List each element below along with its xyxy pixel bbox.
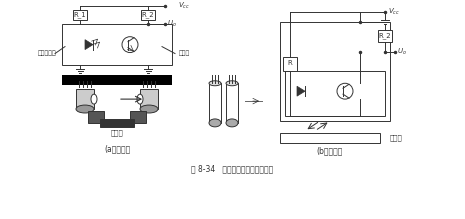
- Ellipse shape: [91, 94, 97, 104]
- Text: $U_o$: $U_o$: [167, 19, 177, 29]
- Bar: [378, 30, 392, 42]
- Bar: [62, 75, 172, 85]
- Text: R_1: R_1: [73, 12, 86, 18]
- Bar: [280, 133, 380, 143]
- Text: 发光二极管: 发光二极管: [38, 51, 57, 56]
- Text: (b）反射型: (b）反射型: [317, 146, 343, 155]
- Bar: [88, 111, 104, 123]
- Ellipse shape: [76, 105, 94, 113]
- Text: $V_{cc}$: $V_{cc}$: [178, 1, 190, 11]
- Ellipse shape: [209, 119, 221, 127]
- Ellipse shape: [137, 94, 143, 104]
- Text: 图 8-34   光遮断器工作原理说明图: 图 8-34 光遮断器工作原理说明图: [191, 164, 273, 173]
- Text: R_2: R_2: [379, 32, 392, 39]
- Ellipse shape: [209, 81, 221, 86]
- Circle shape: [337, 83, 353, 99]
- Text: 遮光体: 遮光体: [111, 129, 123, 136]
- Bar: [73, 10, 87, 20]
- Bar: [280, 22, 390, 121]
- Text: R: R: [288, 60, 292, 66]
- Bar: [226, 83, 238, 123]
- Bar: [130, 111, 146, 123]
- Bar: [76, 89, 94, 109]
- Bar: [100, 119, 134, 127]
- Text: $V_{cc}$: $V_{cc}$: [388, 7, 400, 17]
- Circle shape: [122, 37, 138, 53]
- Ellipse shape: [140, 105, 158, 113]
- Text: (a）对射型: (a）对射型: [104, 144, 130, 153]
- Polygon shape: [85, 40, 93, 49]
- Bar: [141, 10, 155, 20]
- Ellipse shape: [226, 81, 238, 86]
- Bar: [283, 57, 297, 71]
- Bar: [140, 89, 158, 109]
- Text: 光敏管: 光敏管: [179, 51, 190, 56]
- Bar: [209, 83, 221, 123]
- Text: R_2: R_2: [142, 12, 154, 18]
- Bar: [62, 24, 172, 65]
- Polygon shape: [297, 86, 305, 96]
- Text: 反光体: 反光体: [390, 134, 403, 141]
- Bar: [285, 71, 385, 116]
- Ellipse shape: [226, 119, 238, 127]
- Text: $U_o$: $U_o$: [397, 46, 407, 57]
